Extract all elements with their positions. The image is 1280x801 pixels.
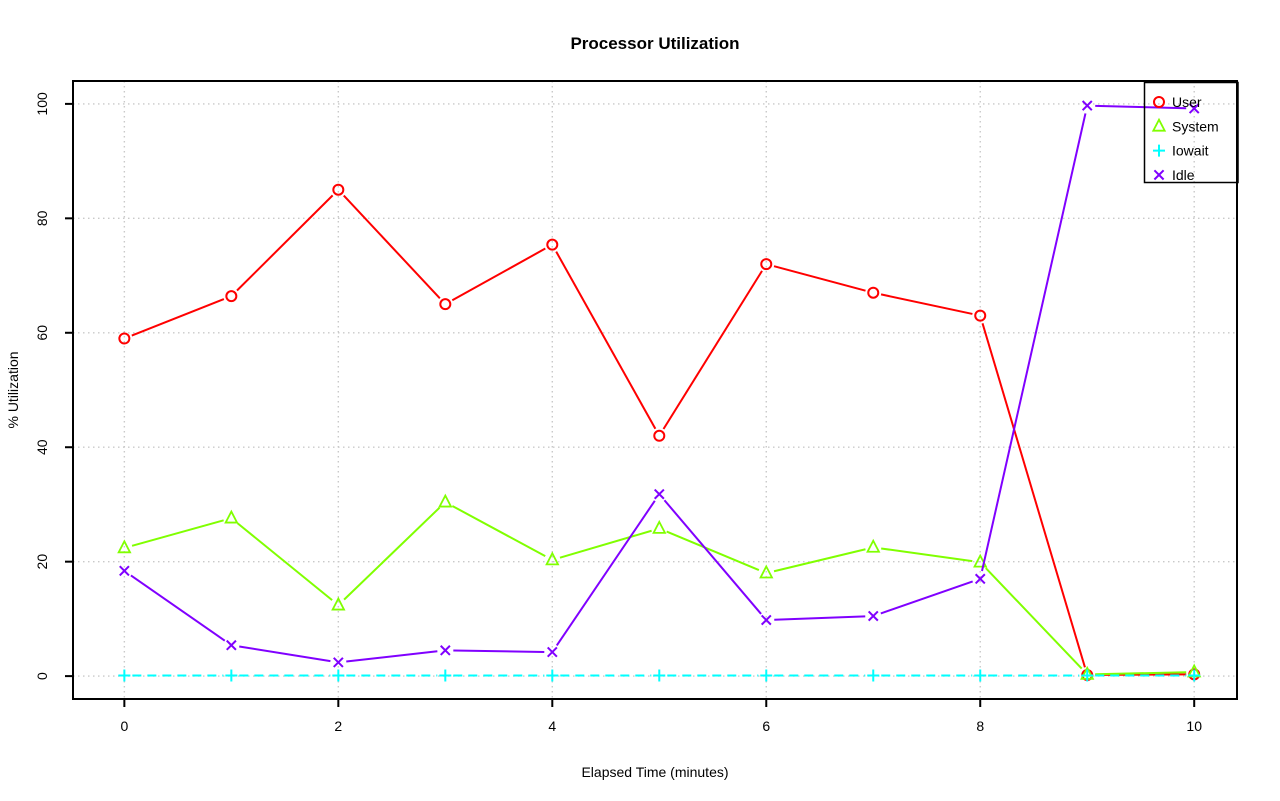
x-tick-label: 4 xyxy=(548,718,556,734)
series-idle-marker xyxy=(333,657,344,668)
series-user-marker xyxy=(653,429,666,442)
series-user-line xyxy=(662,270,763,430)
series-system-line xyxy=(773,548,866,573)
series-system-line xyxy=(985,567,1083,670)
series-idle-line xyxy=(346,650,438,663)
x-tick-label: 8 xyxy=(976,718,984,734)
series-iowait-marker xyxy=(1188,669,1201,682)
y-axis-title: % Utilization xyxy=(5,351,21,428)
series-system-line xyxy=(666,530,760,571)
series-idle-marker xyxy=(119,565,130,577)
series-user-marker xyxy=(546,238,559,251)
legend: User System Iowait Idle xyxy=(1143,81,1239,184)
series-idle-marker xyxy=(440,645,451,656)
series-user-marker xyxy=(332,183,345,196)
series-user-line xyxy=(981,322,1086,668)
series-iowait-marker xyxy=(332,669,345,682)
series-idle-marker xyxy=(653,488,665,500)
x-tick-label: 6 xyxy=(762,718,770,734)
series-idle-line xyxy=(130,574,226,642)
y-tick-label: 20 xyxy=(34,554,50,570)
legend-item-system-label: System xyxy=(1172,118,1219,134)
series-idle-marker xyxy=(1188,103,1200,114)
legend-item-user-marker xyxy=(1153,96,1165,108)
series-user-line xyxy=(880,293,973,315)
series-system-marker xyxy=(545,551,560,566)
series-iowait-marker xyxy=(225,669,238,682)
series-iowait-marker xyxy=(439,669,452,682)
legend-item-system-marker xyxy=(1151,117,1167,132)
x-tick-label: 10 xyxy=(1186,718,1202,734)
x-tick-label: 2 xyxy=(334,718,342,734)
series-iowait-marker xyxy=(546,669,559,682)
series-system-line xyxy=(131,519,224,547)
legend-item-idle-label: Idle xyxy=(1172,167,1195,183)
series-system-marker xyxy=(759,564,774,579)
series-system-marker xyxy=(866,538,881,553)
series-user-line xyxy=(555,251,657,430)
series-idle-marker xyxy=(1081,100,1093,111)
series-system-marker xyxy=(973,553,988,568)
series-idle-line xyxy=(663,499,762,615)
series-idle-line xyxy=(774,615,866,621)
series-system-marker xyxy=(117,539,132,554)
y-tick-label: 60 xyxy=(34,325,50,341)
series-user-line xyxy=(343,194,441,300)
series-system-line xyxy=(236,522,333,601)
series-user-line xyxy=(236,194,334,292)
series-idle-line xyxy=(453,649,545,653)
legend-box xyxy=(1143,81,1239,184)
series-system-line xyxy=(451,505,546,558)
series-idle-marker xyxy=(867,610,879,622)
series-user-marker xyxy=(867,286,880,299)
series-system-line xyxy=(559,529,652,559)
series-system-marker xyxy=(331,596,346,611)
series-system-line xyxy=(1095,671,1187,676)
legend-item-user-label: User xyxy=(1172,94,1202,110)
series-idle-line xyxy=(880,580,974,615)
series-idle-marker xyxy=(546,646,558,658)
series-idle-line xyxy=(981,113,1087,572)
y-tick-label: 80 xyxy=(34,210,50,226)
chart-title: Processor Utilization xyxy=(570,34,739,53)
series-iowait-marker xyxy=(118,669,131,682)
series-system-line xyxy=(881,547,973,563)
series-idle-marker xyxy=(974,573,986,585)
series-user-marker xyxy=(760,258,773,271)
series-user-marker xyxy=(225,290,238,303)
series-user-line xyxy=(451,247,546,302)
y-tick-label: 0 xyxy=(34,672,50,680)
series-system-marker xyxy=(652,519,667,534)
series-idle-line xyxy=(555,500,656,647)
series-idle-line xyxy=(1095,104,1187,110)
series-system-line xyxy=(343,506,441,601)
y-tick-label: 100 xyxy=(34,92,50,116)
series-system-marker xyxy=(224,509,239,524)
series-idle-line xyxy=(239,645,331,663)
series-user-marker xyxy=(118,332,131,345)
plot-border xyxy=(72,80,1238,700)
series-system-marker xyxy=(438,493,453,508)
series-iowait-marker xyxy=(653,669,666,682)
legend-item-idle-marker xyxy=(1153,169,1165,181)
series-idle-marker xyxy=(760,614,772,626)
x-axis-title: Elapsed Time (minutes) xyxy=(581,764,728,780)
series-user-marker xyxy=(439,298,452,311)
series-user-line xyxy=(131,298,225,337)
series-iowait-marker xyxy=(974,669,987,682)
series-idle-marker xyxy=(226,639,237,651)
x-tick-label: 0 xyxy=(120,718,128,734)
legend-item-iowait-label: Iowait xyxy=(1172,143,1209,159)
y-tick-label: 40 xyxy=(34,439,50,455)
legend-item-iowait-marker xyxy=(1153,144,1165,157)
series-iowait-marker xyxy=(867,669,880,682)
series-iowait-marker xyxy=(760,669,773,682)
series-iowait-marker xyxy=(1081,669,1094,682)
series-user-line xyxy=(773,265,866,292)
series-user-marker xyxy=(974,309,987,322)
